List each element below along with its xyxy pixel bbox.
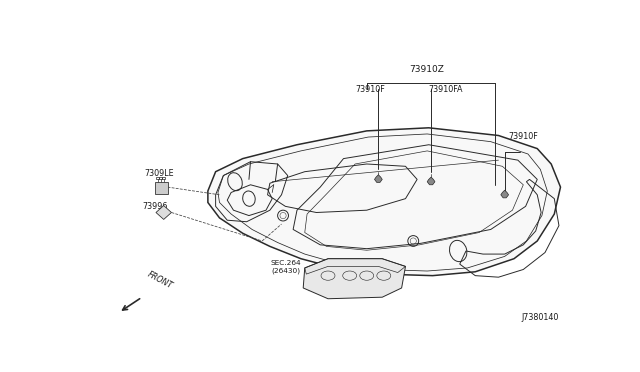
Polygon shape <box>208 128 561 276</box>
Text: (26430): (26430) <box>272 267 301 274</box>
Text: 73910FA: 73910FA <box>429 85 463 94</box>
Text: 73996: 73996 <box>142 202 168 211</box>
Polygon shape <box>155 182 168 194</box>
Polygon shape <box>156 206 172 219</box>
Polygon shape <box>303 259 406 299</box>
Text: 7309LE: 7309LE <box>145 169 174 178</box>
Polygon shape <box>428 177 435 185</box>
Text: SEC.264: SEC.264 <box>270 260 301 266</box>
Text: J7380140: J7380140 <box>522 313 559 322</box>
Text: 73910F: 73910F <box>509 132 538 141</box>
Polygon shape <box>501 190 509 198</box>
Polygon shape <box>374 175 382 183</box>
Text: 73910F: 73910F <box>356 85 385 94</box>
Text: FRONT: FRONT <box>146 270 174 291</box>
Text: 73910Z: 73910Z <box>409 65 444 74</box>
